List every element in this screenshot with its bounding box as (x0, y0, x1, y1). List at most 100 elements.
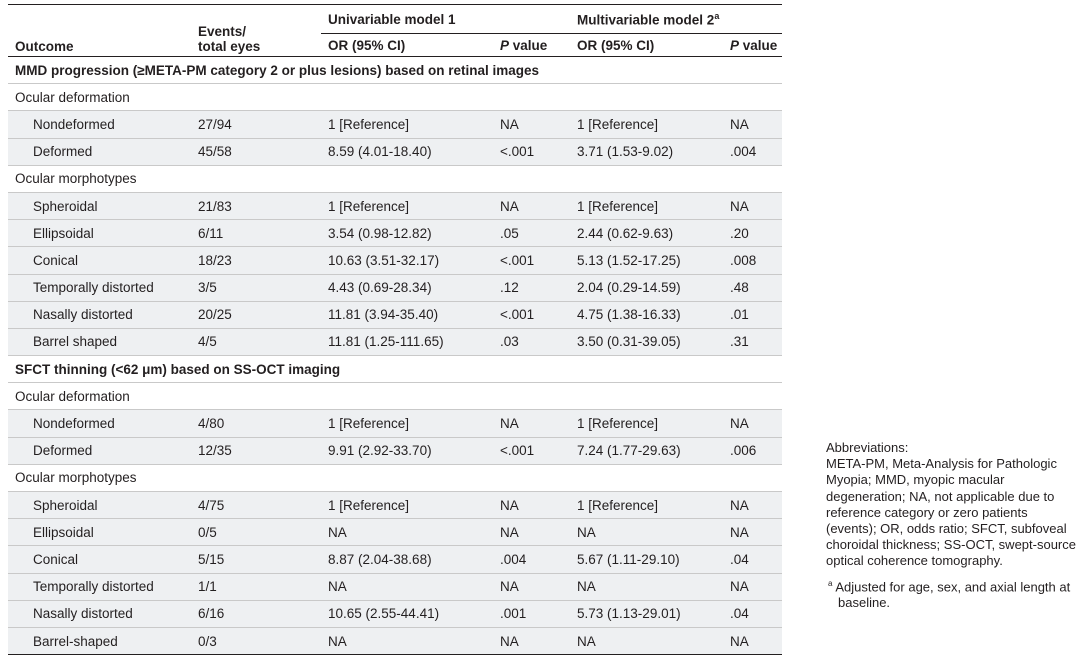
cell-events: 6/16 (191, 600, 321, 628)
cell-events: 4/75 (191, 491, 321, 520)
cell-p-multivariable: .006 (723, 437, 783, 465)
cell-events: 4/80 (191, 409, 321, 438)
cell-or-univariable: NA (321, 627, 493, 656)
cell-or-multivariable: 3.71 (1.53-9.02) (570, 138, 724, 166)
cell-or-multivariable: 4.75 (1.38-16.33) (570, 301, 724, 329)
cell-p-univariable: NA (493, 192, 571, 221)
cell-events: 0/3 (191, 627, 321, 656)
cell-p-univariable: .001 (493, 600, 571, 628)
cell-events: 18/23 (191, 246, 321, 275)
cell-label: Spheroidal (8, 192, 191, 221)
cell-or-multivariable: 5.73 (1.13-29.01) (570, 600, 724, 628)
cell-events: 1/1 (191, 573, 321, 601)
table-row: Ellipsoidal 6/11 3.54 (0.98-12.82) .05 2.44 … (8, 219, 783, 248)
results-table: Outcome Events/ total eyes Univariable m… (8, 4, 783, 656)
cell-or-univariable: 3.54 (0.98-12.82) (321, 219, 493, 248)
cell-p-multivariable: .04 (723, 600, 783, 628)
table-row: Nondeformed 27/94 1 [Reference] NA 1 [Refere… (8, 110, 783, 139)
section-row: SFCT thinning (<62 μm) based on SS-OCT i… (8, 355, 783, 384)
header-p-value-1: P value (493, 34, 570, 57)
cell-p-univariable: NA (493, 573, 571, 601)
cell-label: Temporally distorted (8, 274, 191, 302)
cell-or-univariable: 11.81 (3.94-35.40) (321, 301, 493, 329)
abbreviations-text: META-PM, Meta-Analysis for Pathologic My… (826, 456, 1076, 569)
cell-p-multivariable: .48 (723, 274, 783, 302)
cell-p-multivariable: NA (723, 491, 783, 520)
cell-or-multivariable: 2.04 (0.29-14.59) (570, 274, 724, 302)
cell-p-multivariable: NA (723, 627, 783, 656)
cell-or-multivariable: NA (570, 627, 724, 656)
header-p-rest: value (739, 37, 778, 53)
cell-p-univariable: <.001 (493, 138, 571, 166)
table-row: Nasally distorted 6/16 10.65 (2.55-44.41).… (8, 600, 783, 628)
cell-events: 5/15 (191, 545, 321, 574)
cell-p-univariable: .004 (493, 545, 571, 574)
cell-or-univariable: 10.65 (2.55-44.41) (321, 600, 493, 628)
header-multivariable-label: Multivariable model 2 (577, 12, 715, 28)
section-title: MMD progression (≥META-PM category 2 or … (8, 56, 783, 85)
subgroup-title: Ocular deformation (8, 382, 783, 411)
table-row: Nondeformed 4/80 1 [Reference] NA 1 [Referen… (8, 409, 783, 438)
abbreviations-title: Abbreviations: (826, 440, 909, 455)
cell-or-univariable: 8.59 (4.01-18.40) (321, 138, 493, 166)
cell-label: Barrel shaped (8, 328, 191, 357)
cell-p-univariable: NA (493, 518, 571, 547)
cell-p-univariable: .12 (493, 274, 571, 302)
cell-or-univariable: 1 [Reference] (321, 192, 493, 221)
table-row: Deformed 12/35 9.91 (2.92-33.70) <.001 7.24 … (8, 437, 783, 465)
cell-events: 0/5 (191, 518, 321, 547)
header-p-italic: P (500, 37, 510, 53)
cell-or-univariable: 1 [Reference] (321, 491, 493, 520)
cell-or-multivariable: 2.44 (0.62-9.63) (570, 219, 724, 248)
section-row: MMD progression (≥META-PM category 2 or … (8, 56, 783, 85)
cell-p-univariable: NA (493, 491, 571, 520)
header-events-line2: total eyes (198, 39, 261, 54)
footnote: a Adjusted for age, sex, and axial lengt… (826, 576, 1076, 612)
cell-label: Deformed (8, 138, 191, 166)
cell-or-univariable: 8.87 (2.04-38.68) (321, 545, 493, 574)
header-p-italic: P (730, 37, 740, 53)
cell-or-multivariable: 1 [Reference] (570, 491, 724, 520)
results-table-container: Outcome Events/ total eyes Univariable m… (8, 4, 783, 656)
cell-label: Deformed (8, 437, 191, 465)
table-row: Spheroidal 4/75 1 [Reference] NA 1 [Referenc… (8, 491, 783, 520)
cell-or-multivariable: 3.50 (0.31-39.05) (570, 328, 724, 357)
table-row: Temporally distorted 3/5 4.43 (0.69-28.34)… (8, 274, 783, 302)
cell-label: Spheroidal (8, 491, 191, 520)
header-multivariable-sup: a (714, 10, 720, 21)
header-events: Events/ total eyes (191, 5, 321, 57)
cell-label: Temporally distorted (8, 573, 191, 601)
subgroup-title: Ocular morphotypes (8, 165, 783, 193)
cell-p-multivariable: .31 (723, 328, 783, 357)
cell-or-univariable: 10.63 (3.51-32.17) (321, 246, 493, 275)
table-row: Nasally distorted 20/25 11.81 (3.94-35.40)… (8, 301, 783, 329)
cell-label: Nasally distorted (8, 301, 191, 329)
cell-p-univariable: NA (493, 110, 571, 139)
cell-or-multivariable: 1 [Reference] (570, 192, 724, 221)
header-events-line1: Events/ (198, 24, 247, 39)
cell-or-univariable: 9.91 (2.92-33.70) (321, 437, 493, 465)
results-table-body: MMD progression (≥META-PM category 2 or … (8, 56, 783, 656)
cell-or-multivariable: 7.24 (1.77-29.63) (570, 437, 724, 465)
cell-or-univariable: NA (321, 518, 493, 547)
cell-events: 12/35 (191, 437, 321, 465)
cell-p-multivariable: NA (723, 409, 783, 438)
table-row: Spheroidal 21/83 1 [Reference] NA 1 [Referen… (8, 192, 783, 221)
cell-p-multivariable: .04 (723, 545, 783, 574)
cell-or-univariable: 4.43 (0.69-28.34) (321, 274, 493, 302)
cell-p-multivariable: .20 (723, 219, 783, 248)
cell-p-univariable: <.001 (493, 437, 571, 465)
cell-p-univariable: .05 (493, 219, 571, 248)
cell-or-univariable: NA (321, 573, 493, 601)
cell-events: 6/11 (191, 219, 321, 248)
cell-events: 20/25 (191, 301, 321, 329)
header-multivariable: Multivariable model 2a (570, 4, 783, 34)
cell-p-univariable: NA (493, 627, 571, 656)
cell-events: 45/58 (191, 138, 321, 166)
cell-label: Conical (8, 545, 191, 574)
footnote-text: Adjusted for age, sex, and axial length … (832, 578, 1071, 611)
cell-p-multivariable: NA (723, 110, 783, 139)
table-row: Barrel shaped 4/5 11.81 (1.25-111.65) .03 3.… (8, 328, 783, 357)
cell-label: Ellipsoidal (8, 518, 191, 547)
cell-label: Nasally distorted (8, 600, 191, 628)
